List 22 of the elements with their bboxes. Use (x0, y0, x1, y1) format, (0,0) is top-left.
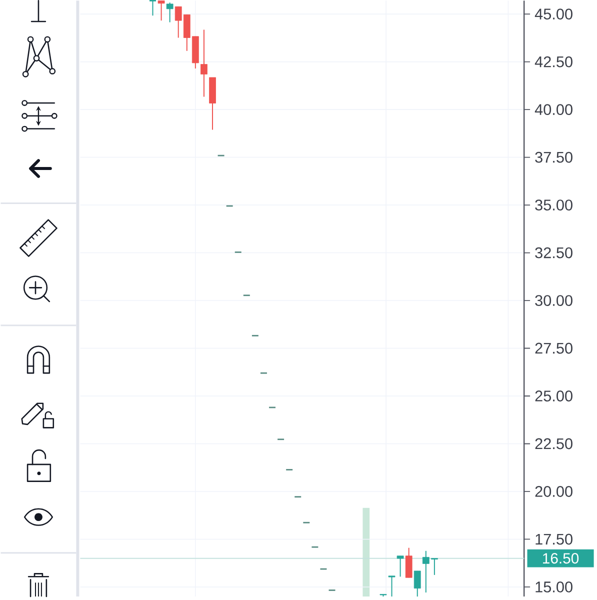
y-tick-label: 15.00 (536, 582, 573, 592)
candlestick (158, 0, 165, 22)
y-tick-label: 17.50 (536, 534, 573, 545)
y-tick-label: 32.50 (535, 247, 573, 258)
candlestick (149, 0, 157, 16)
candlestick (406, 547, 412, 578)
y-tick-label: 27.50 (536, 342, 573, 354)
y-tick-label: 45.00 (535, 8, 573, 20)
candlestick (414, 570, 422, 598)
y-tick-label: 42.50 (535, 56, 573, 68)
candlestick (397, 555, 404, 578)
candlestick (200, 29, 208, 98)
y-tick-label: 20.00 (536, 486, 573, 497)
ref-line-label: 16.50 (543, 553, 579, 564)
y-tick-label: 30.00 (535, 295, 573, 306)
candlestick (166, 2, 174, 23)
candlestick (388, 575, 396, 598)
y-tick-label: 35.00 (535, 200, 573, 210)
y-tick-label: 22.50 (536, 438, 573, 450)
y-tick-label: 40.00 (535, 104, 573, 115)
y-tick-label: 37.50 (535, 152, 573, 163)
y-tick-label: 25.00 (536, 390, 573, 402)
